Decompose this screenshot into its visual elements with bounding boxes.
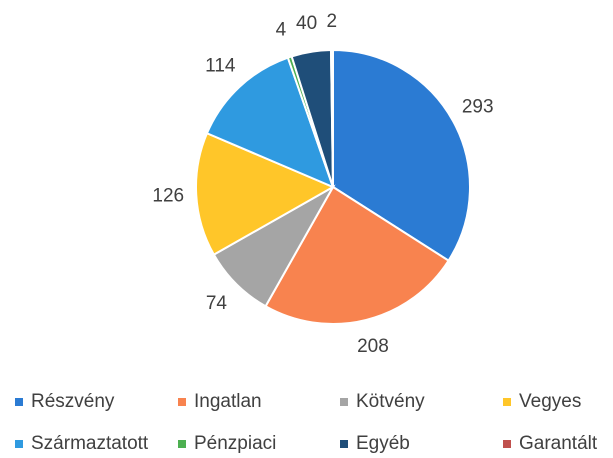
legend-label: Garantált: [519, 433, 598, 454]
legend-marker: [340, 398, 348, 406]
legend-marker: [178, 440, 186, 448]
data-label: 4: [276, 19, 287, 40]
legend-label: Egyéb: [356, 433, 410, 454]
legend-marker: [178, 398, 186, 406]
legend-label: Vegyes: [519, 391, 581, 412]
data-label: 74: [206, 293, 228, 314]
legend-label: Ingatlan: [194, 391, 262, 412]
legend-marker: [340, 440, 348, 448]
data-label: 40: [296, 13, 317, 34]
legend-label: Pénzpiaci: [194, 433, 276, 454]
legend-marker: [15, 440, 23, 448]
pie-slice: [195, 131, 336, 256]
pie-slice: [205, 56, 335, 189]
data-label: 2: [327, 11, 338, 32]
data-label: 126: [152, 185, 184, 206]
legend-marker: [15, 398, 23, 406]
legend-label: Kötvény: [356, 391, 425, 412]
pie-slice: [329, 48, 334, 188]
legend-marker: [503, 440, 511, 448]
data-label: 208: [357, 336, 389, 357]
data-label: 114: [205, 55, 236, 76]
data-label: 293: [462, 97, 494, 118]
legend-label: Származtatott: [31, 433, 149, 454]
legend-label: Részvény: [31, 391, 115, 412]
pie-slice: [264, 185, 450, 325]
legend-marker: [503, 398, 511, 406]
